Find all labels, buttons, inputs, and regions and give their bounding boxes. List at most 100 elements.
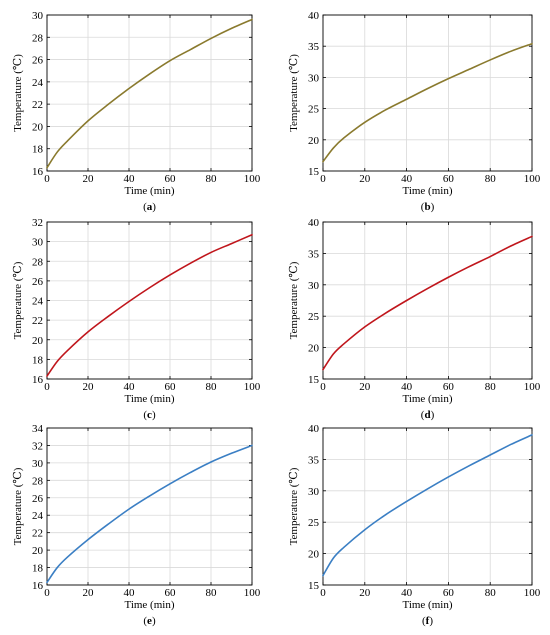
data-point xyxy=(322,574,324,577)
series-line-f xyxy=(322,434,533,577)
data-point xyxy=(385,514,387,516)
x-tick-label: 0 xyxy=(320,587,326,599)
y-tick-label: 34 xyxy=(32,423,44,435)
data-point xyxy=(510,245,512,247)
x-tick-label: 100 xyxy=(524,173,541,185)
data-point xyxy=(343,546,345,548)
x-tick-label: 100 xyxy=(244,381,261,393)
y-tick-label: 32 xyxy=(32,440,43,452)
data-point xyxy=(251,18,253,21)
chart-panel-a: 0 20 40 60 80 100 16 18 20 22 24 26 28 30 Time (min) Te… xyxy=(12,10,261,213)
y-tick-label: 32 xyxy=(32,217,43,229)
y-tick-label: 18 xyxy=(32,354,44,366)
y-tick-label: 20 xyxy=(308,343,320,355)
data-point xyxy=(210,37,212,40)
data-point xyxy=(406,500,408,503)
y-tick-label: 40 xyxy=(308,423,320,435)
x-axis-label: Time (min) xyxy=(124,393,174,405)
y-tick-label: 18 xyxy=(32,144,44,156)
y-tick-label: 20 xyxy=(32,335,44,347)
data-point xyxy=(468,465,470,467)
data-point xyxy=(189,262,192,264)
data-point xyxy=(128,87,130,90)
data-point xyxy=(148,73,151,75)
y-tick-label: 16 xyxy=(32,166,44,178)
x-axis-label: Time (min) xyxy=(124,599,174,611)
data-point xyxy=(107,315,110,317)
data-point xyxy=(128,300,130,303)
data-point xyxy=(189,471,192,474)
data-point xyxy=(66,140,69,142)
series-line-c xyxy=(46,233,253,377)
x-tick-label: 20 xyxy=(359,381,371,393)
data-point xyxy=(169,483,171,485)
x-tick-label: 0 xyxy=(320,381,326,393)
x-tick-label: 40 xyxy=(124,381,136,393)
data-point xyxy=(107,103,110,105)
series-line-b xyxy=(322,42,533,163)
data-point xyxy=(426,287,429,290)
x-axis-label: Time (min) xyxy=(402,185,452,197)
plot-frame xyxy=(322,221,533,380)
x-tick-label: 60 xyxy=(165,173,177,185)
y-tick-label: 18 xyxy=(32,563,44,575)
y-tick-label: 22 xyxy=(32,99,43,111)
y-tick-label: 20 xyxy=(32,121,44,133)
data-point xyxy=(447,476,449,478)
y-tick-label: 16 xyxy=(32,580,44,592)
x-tick-label: 40 xyxy=(124,587,136,599)
data-point xyxy=(251,444,253,447)
data-point xyxy=(468,265,470,268)
x-tick-label: 20 xyxy=(83,587,95,599)
y-tick-label: 24 xyxy=(32,77,44,89)
x-tick-label: 80 xyxy=(206,587,218,599)
data-point xyxy=(406,98,408,100)
y-tick-label: 35 xyxy=(308,41,320,53)
x-tick-label: 40 xyxy=(401,173,413,185)
data-point xyxy=(66,349,69,352)
data-point xyxy=(468,68,470,70)
y-tick-label: 40 xyxy=(308,10,320,22)
panel-caption-e: (e) xyxy=(143,615,156,627)
y-tick-label: 28 xyxy=(32,475,44,487)
y-tick-label: 15 xyxy=(308,374,320,386)
y-tick-label: 16 xyxy=(32,374,44,386)
data-point xyxy=(385,109,387,111)
data-point xyxy=(46,581,48,583)
data-point xyxy=(406,299,408,302)
y-tick-label: 30 xyxy=(308,280,320,292)
data-point xyxy=(148,495,151,497)
plot-frame xyxy=(322,427,533,586)
y-tick-label: 40 xyxy=(308,217,320,229)
x-tick-label: 20 xyxy=(359,173,371,185)
data-point xyxy=(56,360,58,362)
data-point xyxy=(107,523,110,525)
y-tick-label: 26 xyxy=(32,493,44,505)
data-point xyxy=(56,566,58,569)
x-axis-label: Time (min) xyxy=(124,185,174,197)
y-tick-label: 24 xyxy=(32,510,44,522)
data-point xyxy=(189,48,192,51)
y-axis-label: Temperature (℃) xyxy=(288,467,300,545)
y-tick-label: 30 xyxy=(32,10,44,22)
series-line-e xyxy=(46,444,253,584)
data-point xyxy=(169,60,171,62)
data-point xyxy=(489,454,491,456)
data-point xyxy=(322,368,324,371)
y-tick-label: 22 xyxy=(32,528,43,540)
x-tick-label: 60 xyxy=(443,587,455,599)
data-point xyxy=(364,326,366,328)
panel-caption-d: (d) xyxy=(421,409,435,421)
data-point xyxy=(56,151,58,153)
chart-panel-c: 0 20 40 60 80 100 16 18 20 22 24 26 28 30 32 Time (min)… xyxy=(12,217,261,421)
y-tick-label: 26 xyxy=(32,276,44,288)
y-tick-label: 15 xyxy=(308,166,320,178)
y-tick-label: 25 xyxy=(308,517,320,529)
data-point xyxy=(322,161,324,163)
data-point xyxy=(510,443,512,445)
y-axis-label: Temperature (℃) xyxy=(12,261,24,339)
plot-frame xyxy=(46,427,253,586)
x-tick-label: 0 xyxy=(44,381,50,393)
